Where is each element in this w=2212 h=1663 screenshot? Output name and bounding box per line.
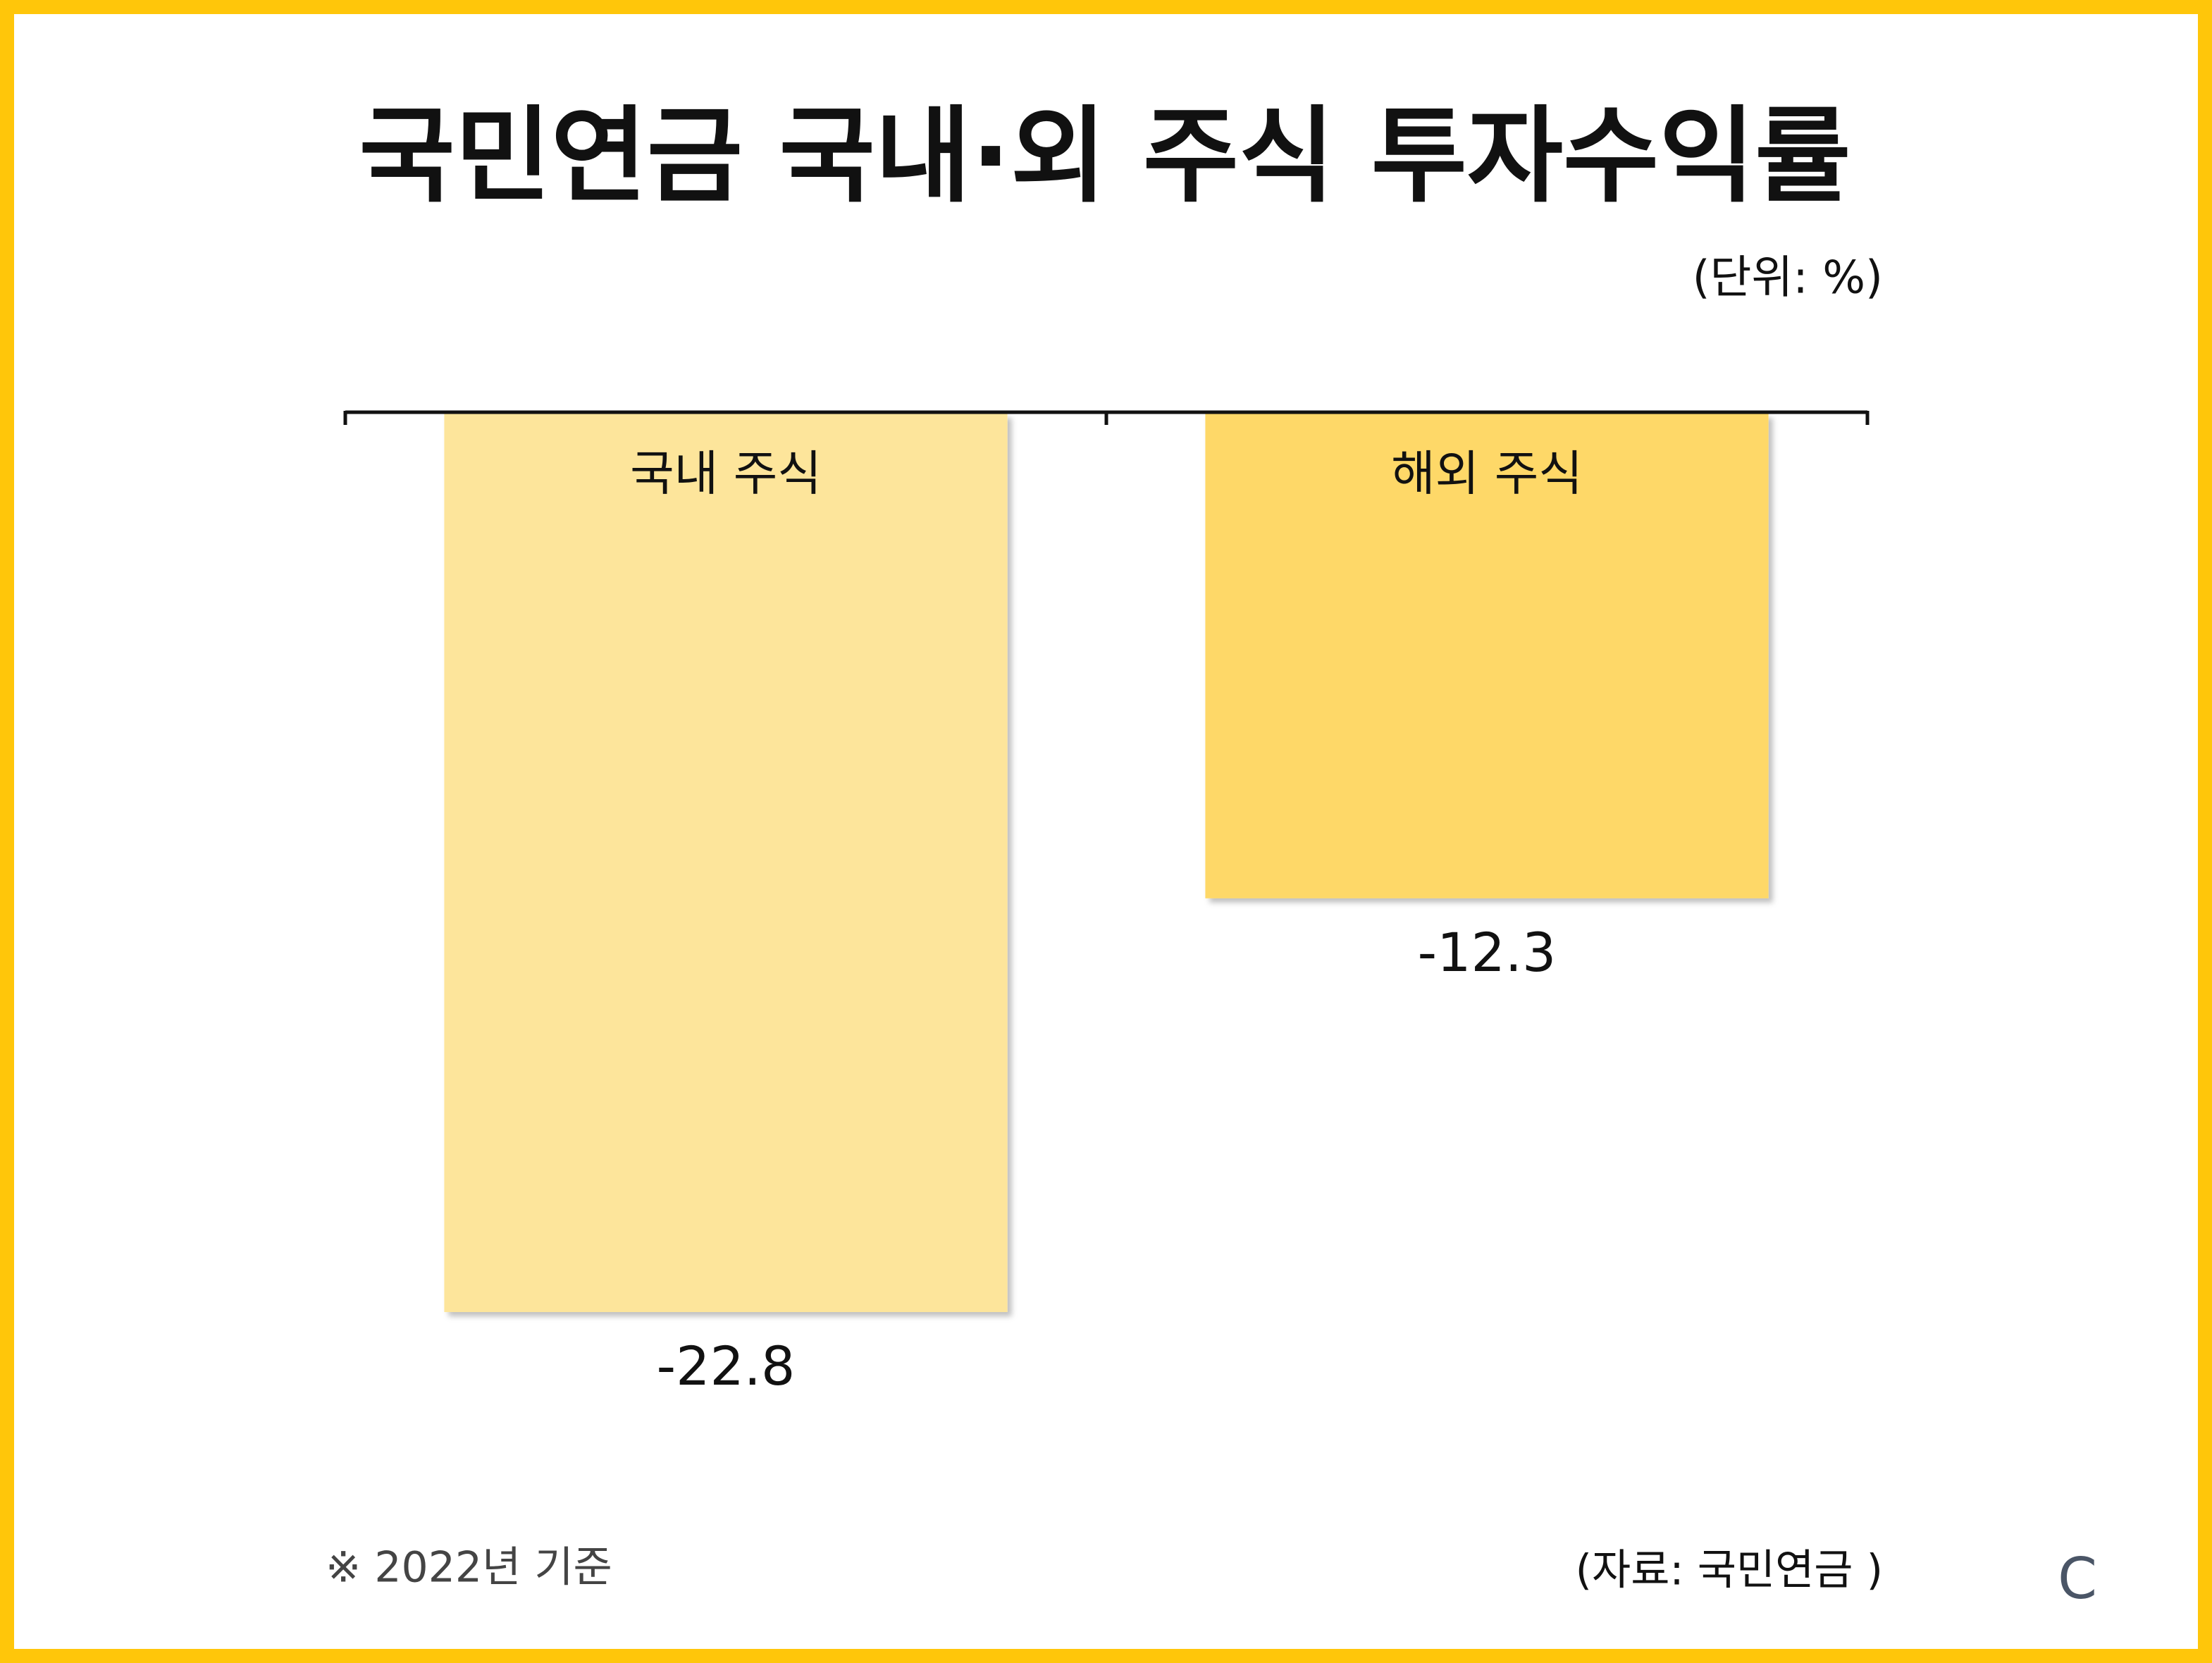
unit-label: (단위: %): [1693, 252, 1883, 304]
footnote: ※ 2022년 기준: [326, 1543, 612, 1593]
background: [14, 14, 2198, 1649]
category-label: 해외 주식: [1391, 447, 1583, 502]
value-label: -12.3: [1418, 921, 1557, 984]
logo: C: [2058, 1546, 2097, 1612]
bar: [444, 414, 1008, 1312]
source: (자료: 국민연금 ): [1576, 1546, 1883, 1595]
value-label: -22.8: [657, 1335, 796, 1397]
chart-title: 국민연금 국내·외 주식 투자수익률: [359, 96, 1850, 217]
bar: [1205, 414, 1769, 898]
category-label: 국내 주식: [630, 447, 822, 502]
